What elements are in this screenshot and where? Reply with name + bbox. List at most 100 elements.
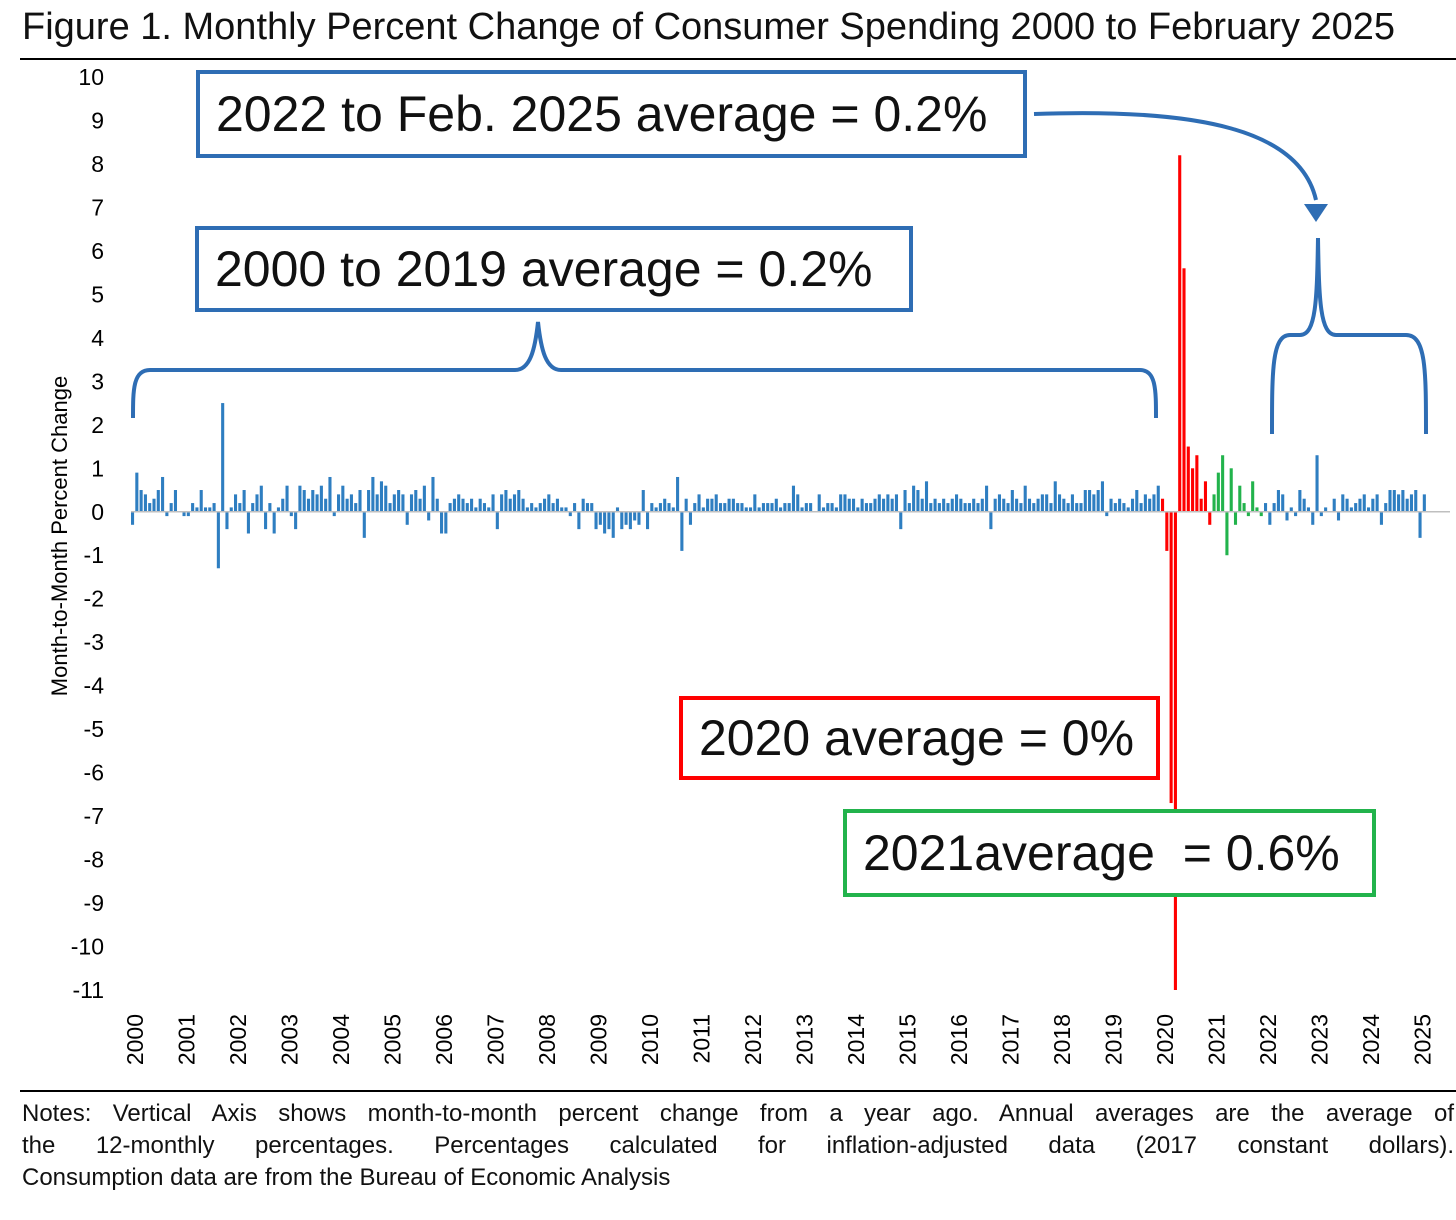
callout-2022-2025-text: 2022 to Feb. 2025 average = 0.2% (216, 86, 988, 142)
x-axis-ticks: 2000 2001 2002 2003 2004 2005 2006 2007 2008 2009… (122, 1014, 1436, 1065)
bar (444, 511, 448, 534)
bar (933, 498, 937, 512)
bar (860, 498, 864, 512)
bar (1070, 494, 1074, 512)
bar (1289, 507, 1293, 512)
bar (1045, 494, 1049, 512)
bar (1294, 511, 1298, 517)
bar (440, 511, 444, 534)
bar (405, 511, 409, 525)
bar (1384, 503, 1388, 512)
bar (225, 511, 229, 530)
bar (989, 511, 993, 530)
y-tick-label: -7 (84, 803, 104, 829)
bar (796, 494, 800, 512)
bar (367, 490, 371, 512)
bar (504, 490, 508, 512)
bar (1259, 511, 1263, 517)
y-tick-label: 1 (91, 455, 104, 481)
bar (886, 494, 890, 512)
bar (1006, 503, 1010, 512)
bar (422, 485, 426, 512)
bar (487, 507, 491, 512)
bar (1405, 498, 1409, 512)
bar (1049, 503, 1053, 512)
bar (1079, 503, 1083, 512)
bar (1032, 503, 1036, 512)
bar (337, 494, 341, 512)
bar (809, 503, 813, 512)
bar (804, 503, 808, 512)
bar (1422, 494, 1426, 512)
bar (864, 503, 868, 512)
bracket-2000-2019 (131, 321, 1158, 419)
bar (268, 503, 272, 512)
y-tick-label: -6 (84, 760, 104, 786)
x-tick-label: 2000 (122, 1014, 148, 1065)
bar (577, 511, 581, 530)
bar (856, 507, 860, 512)
notes-line-2: the 12-monthly percentages. Percentages … (22, 1132, 1454, 1159)
bar (512, 494, 517, 512)
bar (1298, 490, 1302, 512)
bar (186, 511, 190, 517)
bar (847, 498, 851, 512)
bar (1264, 503, 1268, 512)
bar (1130, 498, 1135, 512)
bar (671, 507, 675, 512)
bar (1358, 498, 1362, 512)
bar (315, 494, 319, 512)
y-tick-label: 4 (91, 325, 104, 351)
x-tick-label: 2011 (689, 1014, 715, 1063)
bar (306, 498, 311, 512)
bar (1100, 481, 1105, 512)
bar (852, 498, 856, 512)
bar (478, 498, 482, 512)
x-tick-label: 2003 (277, 1014, 303, 1065)
bar (470, 498, 474, 512)
bar (1062, 498, 1066, 512)
bar (169, 503, 173, 512)
bar (654, 507, 658, 512)
bar (152, 498, 156, 512)
bar (1367, 507, 1371, 512)
bar (1143, 494, 1147, 512)
x-tick-label: 2018 (1049, 1014, 1075, 1065)
x-tick-label: 2022 (1255, 1014, 1281, 1065)
bar (1182, 268, 1186, 512)
bar (1053, 481, 1057, 512)
bar (216, 511, 220, 569)
bar (555, 498, 559, 512)
bar (1139, 503, 1143, 512)
bar (985, 485, 989, 512)
y-tick-label: -1 (84, 542, 104, 568)
y-tick-label: -11 (72, 977, 104, 1003)
bar (1109, 498, 1113, 512)
bar (199, 490, 203, 512)
bar (916, 490, 920, 512)
bar (624, 511, 628, 525)
bar (598, 511, 602, 525)
bar (139, 490, 143, 512)
y-tick-label: 5 (91, 281, 104, 307)
bar (1371, 498, 1375, 512)
x-tick-label: 2016 (946, 1014, 972, 1065)
bar (779, 507, 783, 512)
bar (294, 511, 298, 530)
x-tick-label: 2004 (328, 1014, 354, 1065)
bar (740, 503, 744, 512)
bar (1203, 481, 1208, 512)
bar (1233, 511, 1238, 525)
bar (534, 507, 538, 512)
bar (753, 494, 757, 512)
bar (633, 511, 637, 521)
y-tick-label: 8 (91, 151, 104, 177)
bar (581, 498, 585, 512)
bar (1354, 503, 1358, 512)
bar (912, 485, 916, 512)
bar (161, 476, 165, 512)
callout-2021: 2021average = 0.6% (843, 809, 1376, 897)
bar (1152, 494, 1156, 512)
x-tick-label: 2009 (586, 1014, 612, 1065)
bar (148, 503, 152, 512)
